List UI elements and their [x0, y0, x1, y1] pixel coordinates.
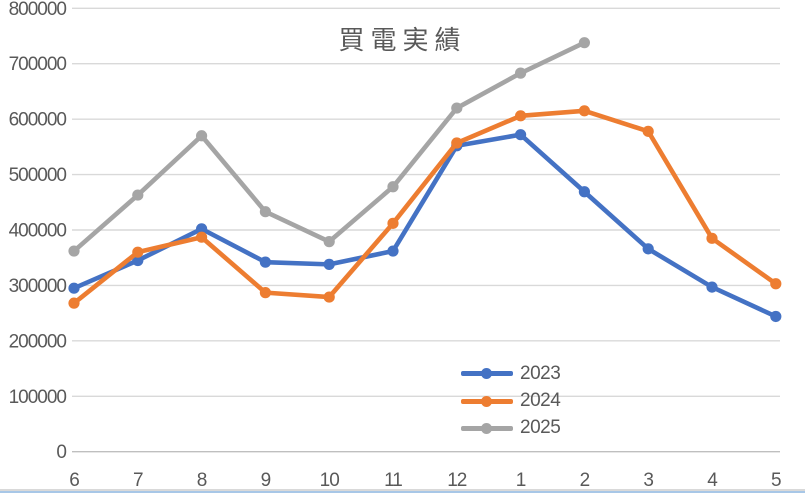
gridlines: [72, 7, 780, 453]
y-tick-label: 400000: [9, 221, 67, 242]
legend-marker-2023-icon: [461, 368, 513, 380]
y-tick-label: 600000: [9, 110, 67, 131]
x-tick-label: 5: [771, 470, 781, 491]
window-bottom-edge: [0, 489, 805, 493]
legend-dot-swatch: [481, 395, 492, 407]
data-point-2023: [132, 254, 144, 267]
x-tick-label: 4: [707, 470, 718, 491]
data-point-2023: [706, 281, 718, 293]
x-tick-label: 2: [580, 470, 590, 491]
data-point-2023: [387, 245, 399, 257]
data-point-2024: [770, 278, 782, 290]
chart-title: 買電実績: [338, 25, 467, 55]
bottom-edge-gray-line: [0, 489, 805, 491]
x-tick-label: 8: [197, 470, 207, 491]
data-point-2025: [196, 130, 208, 142]
x-tick-label: 10: [320, 470, 340, 491]
data-point-2023: [642, 243, 654, 255]
data-point-2025: [387, 181, 399, 193]
series-2024: [68, 105, 782, 309]
legend-marker-2024-icon: [461, 395, 513, 407]
data-point-2023: [770, 310, 782, 323]
y-axis-tick-labels: 0 100000 200000 300000 400000 500000 600000 700…: [9, 0, 68, 463]
data-point-2024: [706, 232, 718, 244]
y-tick-label: 200000: [9, 331, 67, 352]
data-point-2024: [196, 231, 208, 243]
y-tick-label: 500000: [9, 165, 67, 186]
data-point-2024: [259, 287, 271, 299]
legend-item-2025: 2025: [461, 415, 561, 442]
legend-label-2023: 2023: [520, 362, 561, 384]
legend-dot-swatch: [481, 422, 492, 434]
data-point-2025: [323, 236, 335, 248]
series-line-2025: [71, 40, 587, 254]
data-point-2024: [578, 105, 591, 117]
y-tick-label: 800000: [9, 0, 67, 20]
bottom-edge-blue-line: [0, 490, 805, 493]
x-tick-label: 11: [384, 470, 402, 491]
data-point-2025: [451, 102, 463, 114]
data-point-2024: [68, 297, 80, 309]
data-point-2025: [259, 206, 271, 218]
data-point-2023: [196, 223, 208, 235]
x-tick-label: 7: [133, 470, 143, 491]
legend-dot-swatch: [481, 368, 492, 380]
legend-item-2023: 2023: [461, 360, 561, 387]
data-point-2023: [68, 282, 80, 294]
legend-label-2025: 2025: [520, 417, 561, 439]
data-point-2023: [515, 129, 527, 141]
x-tick-label: 1: [516, 470, 526, 491]
y-tick-label: 0: [56, 442, 66, 463]
data-point-2025: [578, 37, 591, 49]
data-point-2023: [259, 256, 271, 268]
x-tick-label: 12: [447, 470, 467, 491]
data-point-2024: [451, 137, 463, 149]
x-axis-tick-labels: 6 7 8 9 10 11 12 1 2 3 4 5: [69, 470, 782, 491]
y-tick-label: 100000: [9, 387, 67, 408]
data-point-2024: [515, 110, 527, 122]
series-2023: [68, 129, 782, 323]
data-point-2024: [642, 125, 654, 137]
series-line-2024: [71, 108, 779, 306]
data-point-2025: [515, 67, 527, 79]
data-point-2023: [323, 258, 335, 270]
y-tick-label: 300000: [9, 276, 67, 297]
series-line-2023: [71, 132, 779, 319]
x-tick-label: 3: [643, 470, 653, 491]
y-tick-label: 700000: [9, 54, 67, 75]
data-point-2024: [132, 246, 144, 258]
series-2025: [68, 37, 591, 257]
data-point-2023: [578, 186, 591, 198]
legend: 2023 2024 2025: [461, 360, 561, 442]
data-point-2024: [387, 217, 399, 229]
data-point-2025: [68, 245, 80, 257]
x-tick-label: 6: [69, 470, 79, 491]
x-tick-label: 9: [261, 470, 271, 491]
data-point-2025: [132, 189, 144, 201]
data-point-2024: [323, 291, 335, 303]
legend-marker-2025-icon: [461, 422, 513, 434]
legend-label-2024: 2024: [520, 390, 561, 412]
legend-item-2024: 2024: [461, 387, 561, 414]
